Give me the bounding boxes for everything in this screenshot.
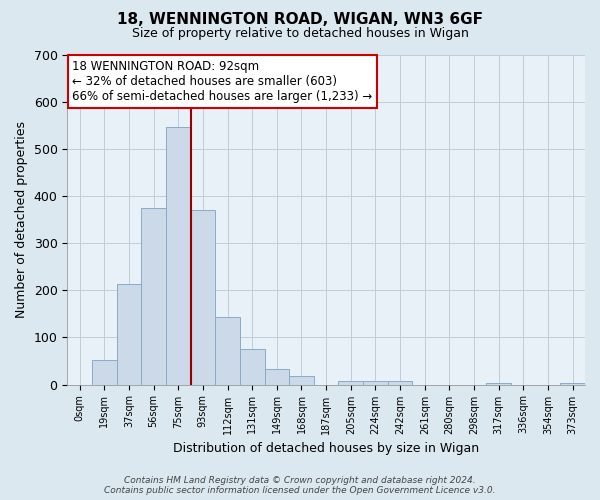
Bar — [141, 208, 166, 384]
Bar — [191, 210, 215, 384]
Text: Contains HM Land Registry data © Crown copyright and database right 2024.
Contai: Contains HM Land Registry data © Crown c… — [104, 476, 496, 495]
Text: 18 WENNINGTON ROAD: 92sqm
← 32% of detached houses are smaller (603)
66% of semi: 18 WENNINGTON ROAD: 92sqm ← 32% of detac… — [73, 60, 373, 103]
Text: Size of property relative to detached houses in Wigan: Size of property relative to detached ho… — [131, 28, 469, 40]
Bar — [92, 360, 116, 384]
Bar — [215, 317, 240, 384]
Bar — [240, 350, 265, 384]
Bar — [487, 383, 511, 384]
Bar — [265, 369, 289, 384]
Bar — [289, 376, 314, 384]
Bar — [116, 284, 141, 384]
Y-axis label: Number of detached properties: Number of detached properties — [15, 122, 28, 318]
Bar — [166, 127, 191, 384]
Bar — [560, 383, 585, 384]
Bar — [388, 381, 412, 384]
X-axis label: Distribution of detached houses by size in Wigan: Distribution of detached houses by size … — [173, 442, 479, 455]
Bar — [338, 381, 363, 384]
Bar — [363, 381, 388, 384]
Text: 18, WENNINGTON ROAD, WIGAN, WN3 6GF: 18, WENNINGTON ROAD, WIGAN, WN3 6GF — [117, 12, 483, 28]
